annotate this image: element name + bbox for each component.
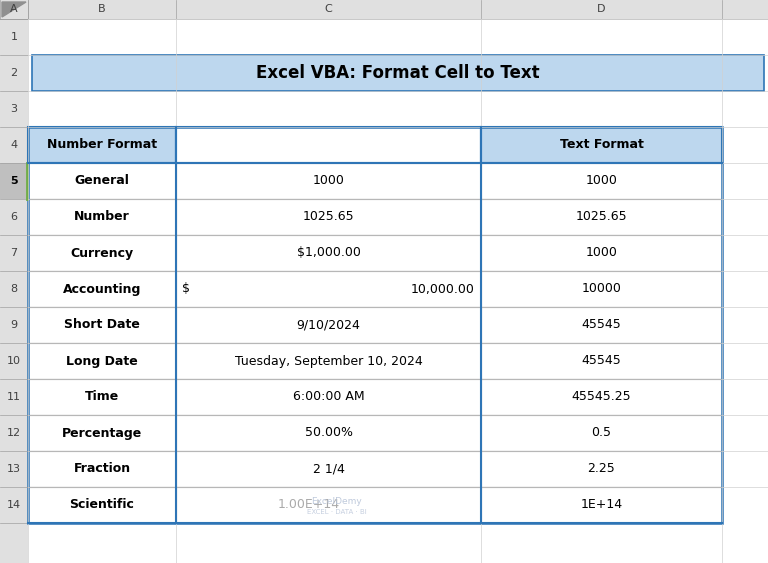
Text: 1000: 1000	[585, 175, 617, 187]
Text: 10000: 10000	[581, 283, 621, 296]
Text: Accounting: Accounting	[63, 283, 141, 296]
Polygon shape	[2, 2, 26, 17]
Bar	[28, 343, 176, 379]
Bar	[176, 199, 481, 235]
Bar	[28, 127, 176, 163]
Bar	[176, 343, 481, 379]
Text: 1025.65: 1025.65	[576, 211, 627, 224]
Text: 45545.25: 45545.25	[571, 391, 631, 404]
Bar	[176, 487, 481, 523]
Bar	[481, 235, 722, 271]
Text: 1000: 1000	[313, 175, 344, 187]
Text: 5: 5	[10, 176, 18, 186]
Text: 4: 4	[11, 140, 18, 150]
Text: 2: 2	[11, 68, 18, 78]
Text: C: C	[325, 5, 333, 15]
Text: D: D	[598, 5, 606, 15]
Text: 50.00%: 50.00%	[304, 427, 353, 440]
Text: 1025.65: 1025.65	[303, 211, 354, 224]
Text: $: $	[182, 283, 190, 296]
Text: 7: 7	[11, 248, 18, 258]
Bar	[28, 451, 176, 487]
Text: $1,000.00: $1,000.00	[296, 247, 360, 260]
Text: 14: 14	[7, 500, 21, 510]
Text: Long Date: Long Date	[66, 355, 138, 368]
Text: 9/10/2024: 9/10/2024	[296, 319, 360, 332]
Text: Excel VBA: Format Cell to Text: Excel VBA: Format Cell to Text	[257, 64, 540, 82]
Text: 11: 11	[7, 392, 21, 402]
Text: Tuesday, September 10, 2024: Tuesday, September 10, 2024	[235, 355, 422, 368]
Bar	[28, 163, 176, 199]
Text: 9: 9	[11, 320, 18, 330]
Text: 12: 12	[7, 428, 21, 438]
Bar	[481, 379, 722, 415]
Text: 6:00:00 AM: 6:00:00 AM	[293, 391, 364, 404]
Bar	[481, 415, 722, 451]
Bar	[28, 415, 176, 451]
Bar	[481, 163, 722, 199]
Text: 10,000.00: 10,000.00	[411, 283, 475, 296]
Bar	[176, 127, 481, 163]
Text: 0.5: 0.5	[591, 427, 611, 440]
Text: 8: 8	[11, 284, 18, 294]
Text: 45545: 45545	[581, 319, 621, 332]
Bar	[28, 271, 176, 307]
Bar	[481, 451, 722, 487]
Bar	[176, 451, 481, 487]
Bar	[176, 307, 481, 343]
Bar	[28, 199, 176, 235]
Bar	[176, 271, 481, 307]
Text: Time: Time	[85, 391, 119, 404]
Text: B: B	[98, 5, 106, 15]
Text: 2.25: 2.25	[588, 462, 615, 476]
Text: Text Format: Text Format	[560, 138, 644, 151]
Bar	[32, 55, 764, 91]
Bar	[28, 307, 176, 343]
Text: EXCEL · DATA · BI: EXCEL · DATA · BI	[306, 509, 366, 515]
Text: ExcelDemy: ExcelDemy	[311, 498, 362, 507]
Bar	[28, 379, 176, 415]
Text: 1.00E+14: 1.00E+14	[277, 498, 339, 512]
Bar	[176, 163, 481, 199]
Bar	[481, 307, 722, 343]
Text: 6: 6	[11, 212, 18, 222]
Text: Number Format: Number Format	[47, 138, 157, 151]
Text: Number: Number	[74, 211, 130, 224]
Bar	[0, 0, 768, 19]
Text: 1: 1	[11, 32, 18, 42]
Bar	[176, 415, 481, 451]
Bar	[176, 235, 481, 271]
Bar	[28, 235, 176, 271]
Bar	[28, 127, 722, 523]
Text: Short Date: Short Date	[64, 319, 140, 332]
Text: 10: 10	[7, 356, 21, 366]
Bar	[481, 271, 722, 307]
Text: 1E+14: 1E+14	[581, 498, 623, 512]
Bar	[481, 127, 722, 163]
Bar	[28, 487, 176, 523]
Text: 13: 13	[7, 464, 21, 474]
Text: Percentage: Percentage	[62, 427, 142, 440]
Text: A: A	[10, 5, 18, 15]
Bar	[176, 379, 481, 415]
Text: 45545: 45545	[581, 355, 621, 368]
Text: Scientific: Scientific	[70, 498, 134, 512]
Bar	[0, 19, 28, 563]
Text: 1000: 1000	[585, 247, 617, 260]
Text: Fraction: Fraction	[74, 462, 131, 476]
Bar	[481, 343, 722, 379]
Bar	[0, 163, 28, 199]
Bar	[481, 487, 722, 523]
Text: 2 1/4: 2 1/4	[313, 462, 344, 476]
Text: General: General	[74, 175, 130, 187]
Text: Currency: Currency	[71, 247, 134, 260]
Bar	[481, 199, 722, 235]
Text: 3: 3	[11, 104, 18, 114]
